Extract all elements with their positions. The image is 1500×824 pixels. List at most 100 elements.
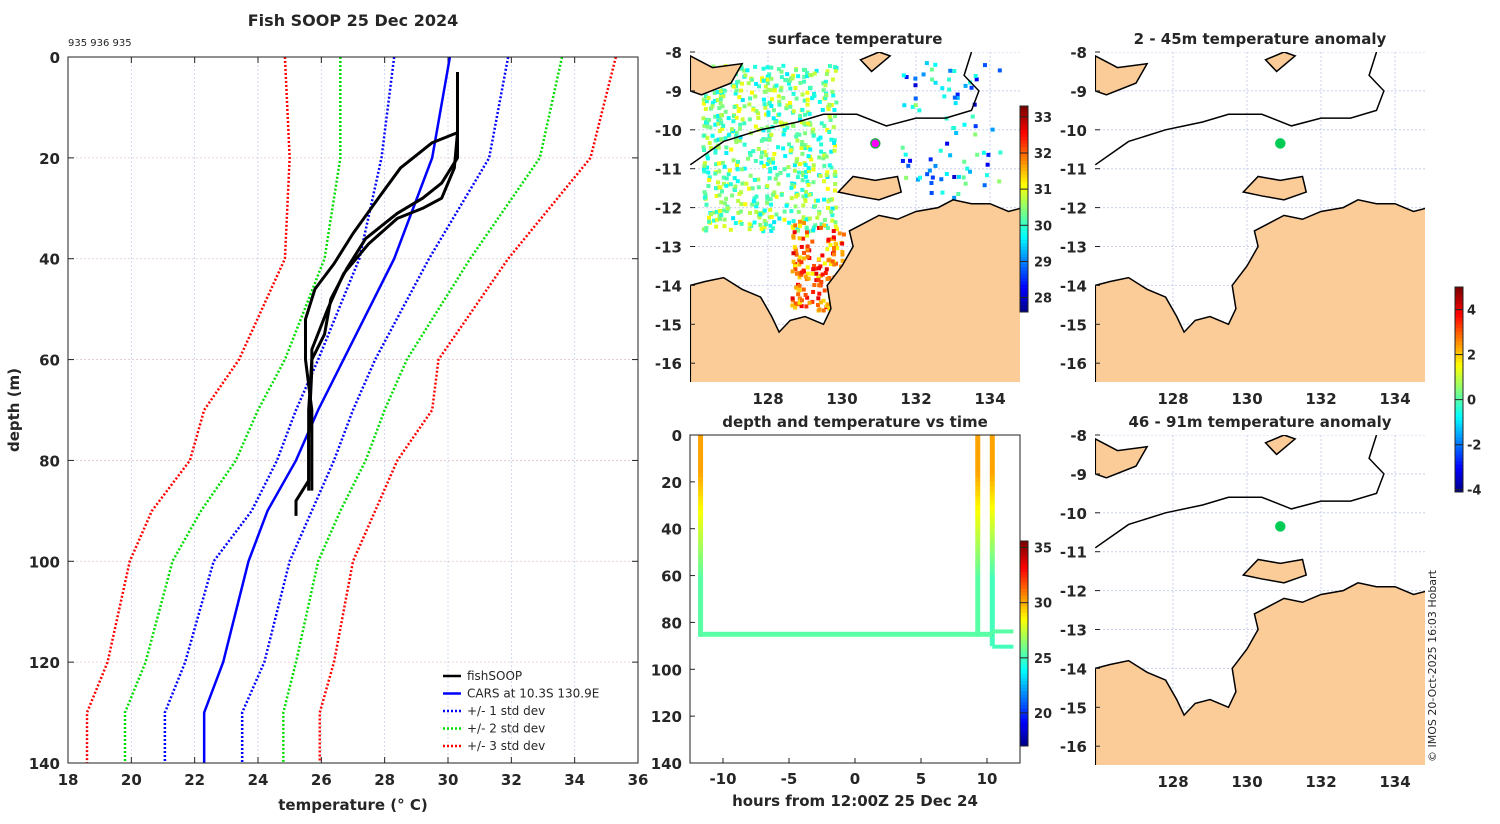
sst-pixel xyxy=(735,179,740,184)
sst-pixel xyxy=(793,264,798,269)
sst-pixel xyxy=(747,102,752,107)
sst-pixel xyxy=(813,223,818,228)
sst-pixel xyxy=(975,152,980,157)
cast-sample xyxy=(698,528,704,534)
sst-pixel xyxy=(805,73,810,78)
sst-pixel xyxy=(821,88,826,93)
sst-pixel xyxy=(811,228,816,233)
plot-area xyxy=(690,435,1020,763)
series--3-std-dev-upper xyxy=(318,56,618,763)
x-tick-label: -10 xyxy=(709,770,736,788)
sst-pixel xyxy=(733,91,738,96)
sst-pixel xyxy=(805,179,810,184)
sst-pixel xyxy=(827,129,832,134)
sst-pixel xyxy=(797,132,802,137)
sst-pixel xyxy=(830,77,835,82)
sst-pixel xyxy=(818,135,823,140)
lat-tick-label: -13 xyxy=(1060,622,1087,640)
colorbar-tick-label: 20 xyxy=(1034,707,1052,722)
sst-pixel xyxy=(737,138,742,143)
sst-pixel xyxy=(814,278,819,283)
sst-pixel xyxy=(740,167,745,172)
sst-pixel xyxy=(831,93,836,98)
sst-pixel xyxy=(767,100,772,105)
sst-pixel xyxy=(835,246,840,251)
sst-pixel xyxy=(793,223,798,228)
sst-pixel xyxy=(802,74,807,79)
cast-sample xyxy=(975,556,981,562)
sst-pixel xyxy=(802,256,807,261)
sst-pixel xyxy=(719,200,724,205)
sst-pixel xyxy=(768,197,773,202)
colorbar-segment xyxy=(1455,433,1463,438)
sst-pixel xyxy=(759,226,764,231)
sst-pixel xyxy=(718,101,723,106)
colorbar-segment xyxy=(1020,195,1028,200)
sst-pixel xyxy=(716,113,721,118)
sst-pixel xyxy=(806,121,811,126)
x-tick-label: 22 xyxy=(184,771,205,789)
sst-pixel xyxy=(773,166,778,171)
sst-pixel xyxy=(748,153,753,158)
cast-sample xyxy=(698,463,704,469)
sst-pixel xyxy=(982,183,987,188)
sst-pixel xyxy=(716,121,721,126)
lat-tick-label: -8 xyxy=(665,44,682,62)
sst-pixel xyxy=(731,84,736,89)
sst-pixel xyxy=(998,150,1003,155)
sst-pixel xyxy=(794,194,799,199)
sst-pixel xyxy=(782,217,787,222)
y-tick-label: 60 xyxy=(661,568,682,586)
sst-pixel xyxy=(807,111,812,116)
colorbar-segment xyxy=(1455,420,1463,425)
sst-pixel xyxy=(816,266,821,271)
sst-pixel xyxy=(841,232,846,237)
sst-pixel xyxy=(824,93,829,98)
sst-pixel xyxy=(761,128,766,133)
colorbar-segment xyxy=(1020,174,1028,179)
sst-pixel xyxy=(721,123,726,128)
map-content xyxy=(1095,52,1425,382)
sst-pixel xyxy=(832,107,837,112)
sst-pixel xyxy=(804,193,809,198)
x-tick-label: 32 xyxy=(501,771,522,789)
sst-pixel xyxy=(901,73,906,78)
legend-label: +/- 1 std dev xyxy=(467,704,545,718)
cast-sample xyxy=(698,514,704,520)
sst-pixel xyxy=(720,160,725,165)
sst-pixel xyxy=(805,248,810,253)
sst-pixel xyxy=(812,94,817,99)
sst-pixel xyxy=(825,247,830,252)
colorbar-segment xyxy=(1020,222,1028,227)
sst-pixel xyxy=(833,220,838,225)
sst-pixel xyxy=(762,208,767,213)
sst-pixel xyxy=(762,150,767,155)
colorbar-segment xyxy=(1020,585,1028,590)
sst-pixel xyxy=(763,222,768,227)
sst-pixel xyxy=(939,177,944,182)
colorbar-segment xyxy=(1020,674,1028,679)
y-tick-label: 140 xyxy=(29,755,60,773)
x-tick-label: 28 xyxy=(374,771,395,789)
sst-pixel xyxy=(840,249,845,254)
colorbar-segment xyxy=(1455,317,1463,322)
lat-tick-label: -14 xyxy=(655,277,682,295)
cast-sample xyxy=(989,458,995,464)
cast-sample xyxy=(975,622,981,628)
cast-sample xyxy=(989,467,995,473)
cast-sample xyxy=(975,542,981,548)
sst-pixel xyxy=(739,66,744,71)
cast-sample xyxy=(698,538,704,544)
lat-tick-label: -11 xyxy=(1060,161,1087,179)
cast-sample xyxy=(698,622,704,628)
sst-pixel xyxy=(829,209,834,214)
sst-pixel xyxy=(722,88,727,93)
sst-pixel xyxy=(831,246,836,251)
sst-pixel xyxy=(986,152,991,157)
sst-pixel xyxy=(702,161,707,166)
sst-pixel xyxy=(819,121,824,126)
colorbar-frame xyxy=(1454,286,1464,493)
sst-pixel xyxy=(766,128,771,133)
colorbar-segment xyxy=(1455,314,1463,319)
sst-pixel xyxy=(756,146,761,151)
